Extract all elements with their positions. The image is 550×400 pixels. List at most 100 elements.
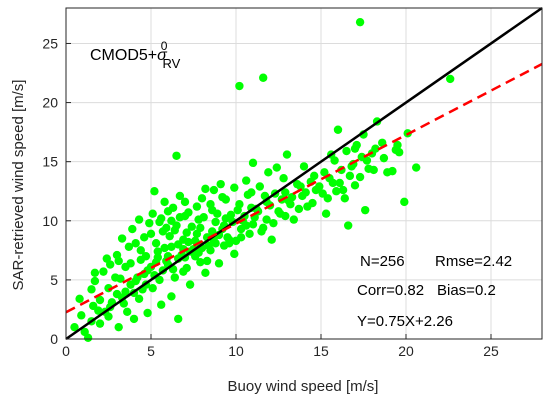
data-point — [143, 266, 152, 275]
model-label-symbol: σ — [157, 47, 168, 64]
data-point — [400, 197, 409, 207]
data-point — [286, 200, 295, 209]
data-point — [395, 148, 404, 157]
data-point — [235, 81, 244, 91]
data-point — [117, 234, 127, 243]
model-label-sub: RV — [162, 56, 180, 71]
data-point — [267, 235, 276, 244]
data-point — [446, 74, 455, 84]
data-point — [379, 153, 389, 163]
data-point — [87, 285, 96, 294]
data-point — [294, 204, 304, 214]
data-point — [364, 164, 373, 173]
x-tick-label: 0 — [62, 343, 70, 359]
stat-rmse: Rmse=2.42 — [435, 253, 512, 270]
data-point — [148, 283, 157, 293]
data-point — [134, 215, 144, 224]
data-point — [274, 207, 283, 216]
model-label: CMOD5+σ0 RV — [90, 39, 181, 71]
data-point — [383, 168, 392, 177]
data-point — [172, 151, 181, 160]
data-point — [70, 322, 79, 332]
data-point — [299, 162, 309, 171]
x-tick-label: 15 — [313, 343, 329, 359]
data-point — [95, 295, 105, 305]
data-point — [206, 200, 215, 209]
axis-ticks: 0 5 10 15 20 25 0 5 10 15 20 25 — [42, 35, 499, 359]
data-point — [111, 273, 120, 282]
data-point — [350, 144, 360, 153]
data-point — [114, 256, 123, 266]
scatter-points — [70, 17, 455, 343]
y-tick-label: 25 — [42, 35, 58, 51]
data-point — [140, 233, 149, 242]
data-point — [95, 319, 105, 328]
data-point — [141, 252, 151, 261]
data-point — [308, 198, 317, 208]
data-point — [248, 220, 258, 229]
data-point — [136, 246, 145, 255]
data-point — [230, 183, 239, 192]
linear-fit-line — [65, 62, 543, 314]
data-point — [279, 174, 288, 183]
data-point — [259, 73, 268, 82]
data-point — [355, 172, 365, 182]
data-point — [160, 197, 169, 207]
data-point — [211, 239, 220, 248]
data-point — [170, 226, 179, 235]
data-point — [235, 200, 244, 209]
data-point — [342, 146, 351, 156]
data-point — [245, 229, 254, 238]
data-point — [221, 214, 230, 223]
data-point — [298, 191, 307, 201]
data-point — [170, 273, 179, 282]
data-point — [230, 249, 239, 259]
data-point — [75, 294, 84, 304]
data-point — [320, 168, 329, 177]
data-point — [345, 171, 355, 181]
data-point — [281, 188, 290, 197]
data-point — [236, 224, 246, 234]
data-point — [129, 314, 139, 324]
data-point — [180, 197, 190, 207]
data-point — [231, 236, 241, 246]
data-point — [289, 215, 298, 224]
data-point — [175, 191, 185, 201]
data-point — [311, 185, 321, 195]
model-label-base: CMOD5+ — [90, 47, 157, 64]
data-point — [90, 268, 100, 277]
data-point — [145, 218, 154, 228]
data-point — [255, 182, 264, 191]
data-point — [248, 158, 258, 168]
data-point — [163, 207, 173, 216]
data-point — [355, 17, 365, 27]
data-point — [143, 308, 152, 318]
data-point — [378, 138, 387, 147]
x-axis-label: Buoy wind speed [m/s] — [228, 378, 379, 395]
data-point — [323, 194, 332, 203]
data-point — [194, 215, 203, 224]
data-point — [282, 150, 292, 159]
data-point — [182, 228, 191, 237]
data-point — [196, 257, 205, 267]
data-point — [180, 211, 190, 221]
data-point — [333, 125, 343, 134]
data-point — [184, 237, 193, 247]
data-point — [167, 242, 176, 251]
y-tick-label: 5 — [50, 272, 58, 288]
data-point — [214, 259, 224, 268]
data-point — [174, 314, 183, 324]
data-point — [167, 216, 176, 225]
data-point — [146, 229, 156, 238]
data-point — [225, 235, 234, 244]
data-point — [211, 217, 220, 227]
data-point — [160, 243, 169, 253]
plot-frame — [65, 7, 543, 340]
model-label-sup: 0 — [161, 39, 168, 53]
data-point — [242, 176, 251, 185]
data-point — [293, 179, 302, 189]
data-point — [219, 241, 229, 250]
data-point — [321, 209, 331, 218]
data-point — [257, 227, 266, 236]
